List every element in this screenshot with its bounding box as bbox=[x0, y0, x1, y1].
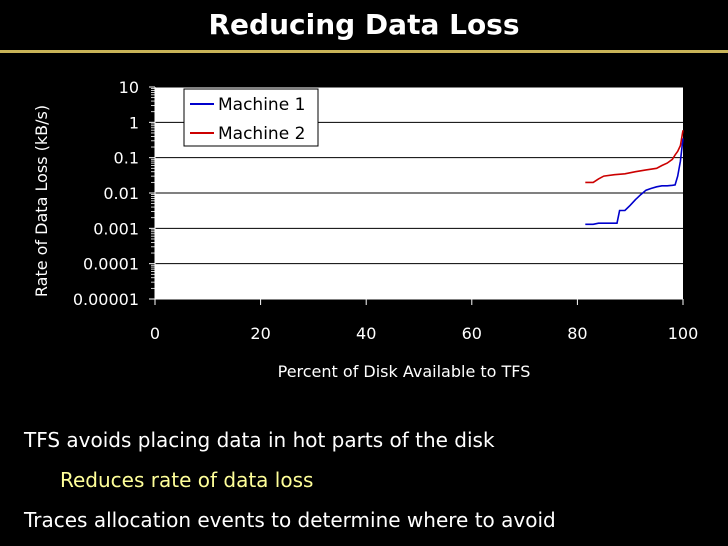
y-axis-title: Rate of Data Loss (kB/s) bbox=[32, 105, 51, 297]
y-tick-label: 0.0001 bbox=[83, 255, 139, 274]
slide-title: Reducing Data Loss bbox=[0, 0, 728, 50]
data-loss-chart: 10 1 0.1 0.01 0.001 0.0001 0.00001 0 20 40 60 80 100… bbox=[32, 78, 699, 381]
series-line-machine-1 bbox=[585, 138, 684, 226]
title-divider bbox=[0, 50, 728, 53]
y-tick-label: 10 bbox=[119, 78, 139, 97]
x-axis-title: Percent of Disk Available to TFS bbox=[278, 362, 531, 381]
x-tick-label: 80 bbox=[567, 324, 587, 343]
y-tick-label: 0.01 bbox=[103, 184, 139, 203]
series-line-machine-2 bbox=[585, 130, 684, 184]
x-tick-label: 60 bbox=[462, 324, 482, 343]
legend-label-machine-1: Machine 1 bbox=[218, 95, 305, 115]
x-tick-label: 0 bbox=[150, 324, 160, 343]
y-tick-label: 1 bbox=[129, 113, 139, 132]
x-tick-label: 20 bbox=[250, 324, 270, 343]
legend: Machine 1 Machine 2 bbox=[183, 88, 319, 147]
bullet-1: TFS avoids placing data in hot parts of … bbox=[24, 428, 495, 452]
x-tick-label: 100 bbox=[668, 324, 699, 343]
bullet-2: Traces allocation events to determine wh… bbox=[24, 508, 556, 532]
bullet-1-sub: Reduces rate of data loss bbox=[60, 468, 314, 492]
x-tick-label: 40 bbox=[356, 324, 376, 343]
legend-box bbox=[183, 88, 319, 147]
y-tick-label: 0.00001 bbox=[73, 290, 139, 309]
y-tick-label: 0.001 bbox=[93, 219, 139, 238]
y-tick-label: 0.1 bbox=[114, 149, 139, 168]
legend-label-machine-2: Machine 2 bbox=[218, 124, 305, 144]
